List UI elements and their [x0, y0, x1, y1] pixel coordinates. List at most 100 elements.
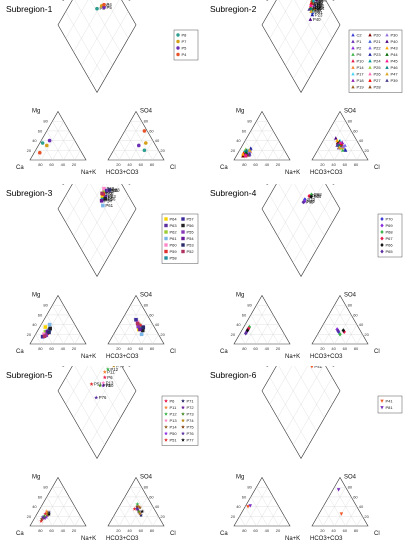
panel-title: Subregion-4: [210, 188, 257, 198]
legend-label-P24: P24: [374, 59, 382, 64]
legend-label-P10: P10: [357, 59, 365, 64]
diamond-left-axis-label: Cl + SO4>: [60, 0, 77, 2]
point-label-P18: P18: [319, 0, 327, 2]
legend-marker-P19: [351, 85, 355, 89]
piper-frame: [29, 0, 165, 161]
cation-point-P22: [247, 150, 252, 154]
cation-point-P64: [43, 325, 48, 329]
corner-label-nak: Na+K: [285, 354, 300, 360]
anion-point-P56: [140, 328, 145, 333]
tick-label: 40: [127, 528, 132, 533]
corner-label-hco3: HCO3+CO3: [106, 536, 139, 542]
legend-marker-P45: [385, 59, 389, 63]
legend-label-P25: P25: [374, 65, 382, 70]
anion-triangle: [311, 294, 369, 345]
legend-marker-P76: [181, 431, 185, 436]
point-label-P22: P22: [317, 3, 325, 8]
tick-label: 40: [236, 138, 241, 143]
anion-point-P25: [339, 146, 343, 150]
corner-label-mg: Mg: [32, 293, 40, 299]
tick-label: 60: [139, 162, 144, 167]
legend-marker-P30: [385, 33, 389, 37]
legend-marker-P25: [368, 65, 372, 69]
tick-label: 40: [236, 322, 241, 327]
cation-point-P68: [247, 324, 252, 330]
cation-triangle: [29, 294, 87, 345]
corner-label-mg: Mg: [236, 475, 244, 481]
grid-lines: [239, 0, 363, 161]
diamond-point-P23: [310, 12, 315, 17]
diamond-point-P41: [310, 366, 314, 369]
legend-label-P69: P69: [386, 223, 394, 228]
point-label-P63: P63: [108, 194, 116, 199]
legend-label-P60: P60: [170, 243, 178, 248]
legend-marker-P44: [385, 52, 389, 56]
anion-triangle: [107, 294, 165, 345]
anion-point-P7: [144, 141, 148, 145]
corner-label-cl: Cl: [170, 531, 176, 537]
tick-label: 20: [276, 528, 281, 533]
point-label-P6: P6: [107, 375, 113, 380]
tick-label: 80: [150, 346, 155, 351]
tick-label: 60: [343, 528, 348, 533]
legend-label-P18: P18: [357, 78, 365, 83]
panel-title: Subregion-1: [6, 4, 53, 14]
tick-label: 40: [155, 138, 160, 143]
tick-label: 80: [354, 162, 359, 167]
cation-triangle: [29, 476, 87, 527]
legend-label-P14: P14: [170, 425, 178, 430]
anion-triangle: [311, 110, 369, 161]
tick-label: 80: [38, 528, 43, 533]
tick-label: 60: [343, 346, 348, 351]
legend-label-P45: P45: [391, 59, 399, 64]
tick-label: 40: [359, 322, 364, 327]
tick-label: 20: [116, 346, 121, 351]
legend-marker-P53: [181, 243, 185, 247]
anion-point-P54: [138, 327, 142, 332]
anion-point-P43: [335, 138, 339, 143]
tick-label: 60: [49, 346, 54, 351]
point-label-P9: P9: [315, 8, 321, 13]
anion-point-P9: [341, 148, 345, 152]
point-label-P54: P54: [104, 198, 112, 203]
cation-point-P61: [47, 322, 52, 327]
diamond-right-axis-label: <Ca + Mg: [321, 366, 337, 368]
legend-marker-P13: [164, 418, 168, 423]
tick-label: 40: [359, 138, 364, 143]
legend-label-P81: P81: [386, 405, 394, 410]
tick-label: 60: [242, 128, 247, 133]
legend-label-P1: P1: [357, 39, 363, 44]
diamond-point-P63: [103, 194, 108, 199]
point-label-P51: P51: [94, 382, 102, 387]
legend-marker-P60: [164, 243, 168, 247]
legend-marker-P20: [368, 33, 372, 37]
legend-marker-C2: [351, 33, 355, 37]
piper-frame: [233, 0, 369, 161]
legend-marker-P10: [351, 59, 355, 63]
piper-frame: [29, 366, 165, 527]
diamond-point-P24: [311, 0, 315, 3]
legend-marker-P5: [176, 46, 180, 50]
point-label-P26: P26: [315, 2, 323, 7]
tick-label: 80: [247, 485, 252, 490]
legend-label-P26: P26: [374, 72, 382, 77]
point-label-P12: P12: [110, 367, 118, 372]
legend-label-P70: P70: [386, 217, 394, 222]
tick-label: 20: [160, 514, 165, 519]
legend-label-P76: P76: [187, 431, 195, 436]
tick-label: 80: [144, 303, 149, 308]
corner-label-mg: Mg: [236, 109, 244, 115]
diamond-right-axis-label: <Ca + Mg: [321, 184, 337, 186]
corner-label-hco3: HCO3+CO3: [310, 536, 343, 542]
corner-label-cl: Cl: [374, 349, 380, 355]
point-label-P10: P10: [316, 0, 324, 2]
cation-point-P5: [47, 138, 52, 143]
legend-label-P75: P75: [187, 425, 195, 430]
tick-label: 80: [247, 303, 252, 308]
corner-label-so4: SO4: [140, 475, 153, 481]
point-label-P68: P68: [314, 192, 322, 197]
